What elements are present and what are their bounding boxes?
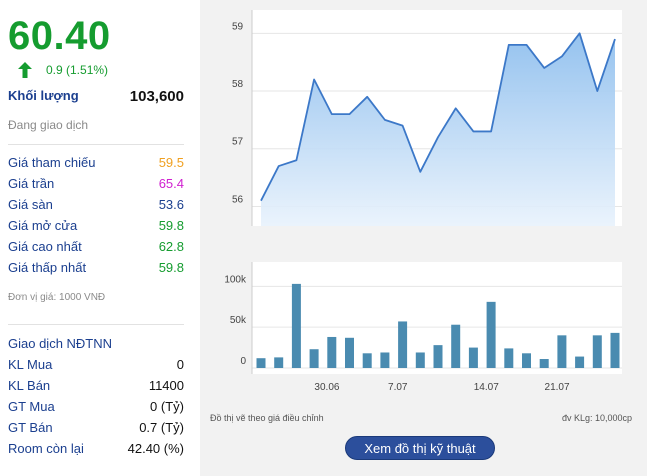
volume-bar [486,301,496,368]
divider [8,144,184,145]
price-tick-label: 56 [232,194,244,205]
date-tick-label: 14.07 [474,382,499,393]
price-row: Giá trần 65.4 [8,176,184,191]
foreign-label: KL Mua [8,357,53,372]
foreign-label: KL Bán [8,378,51,393]
foreign-row: KL Mua 0 [8,357,184,372]
foreign-row: Room còn lại 42.40 (%) [8,441,184,456]
price-label: Giá thấp nhất [8,260,87,275]
volume-bar [575,356,585,368]
price-label: Giá tham chiếu [8,155,96,170]
price-area [261,33,615,226]
price-value: 62.8 [158,239,184,254]
price-tick-label: 59 [232,21,244,32]
date-tick-label: 7.07 [388,382,408,393]
price-label: Giá trần [8,176,55,191]
price-label: Giá mở cửa [8,218,78,233]
divider [8,324,184,325]
price-volume-chart: 56 57 58 59 0 50k 100k 30.06 7.07 14.07 21.07 [224,10,622,393]
foreign-value: 42.40 (%) [127,441,184,456]
volume-bar [557,335,567,368]
price-value: 53.6 [158,197,184,212]
volume-bar [610,332,620,368]
price-tick-label: 57 [232,137,244,148]
date-tick-label: 21.07 [545,382,570,393]
volume-bar [504,348,514,368]
volume-bar [362,353,372,368]
quote-panel: 60.40 0.9 (1.51%) Khối lượng 103,600 Đan… [0,0,200,476]
trading-status: Đang giao dịch [8,118,89,132]
foreign-label: GT Mua [8,399,55,414]
price-change: 0.9 (1.51%) [18,62,108,78]
foreign-label: GT Bán [8,420,53,435]
volume-bar [327,336,337,368]
volume-bar [468,347,478,368]
chart-note-adjusted: Đồ thị vẽ theo giá điều chỉnh [210,413,324,423]
price-row: Giá cao nhất 62.8 [8,239,184,254]
volume-bar [433,345,443,368]
volume-row: Khối lượng 103,600 [8,88,184,105]
volume-bar [274,357,284,368]
volume-label: Khối lượng [8,88,79,103]
volume-bar [380,352,390,368]
volume-tick-label: 50k [230,315,247,326]
price-row: Giá sàn 53.6 [8,197,184,212]
change-value: 0.9 (1.51%) [46,63,109,77]
volume-bar [522,353,531,368]
price-row: Giá tham chiếu 59.5 [8,155,184,170]
volume-value: 103,600 [129,88,184,105]
foreign-row: KL Bán 11400 [8,378,184,393]
volume-bar [398,321,408,368]
date-tick-label: 30.06 [314,382,339,393]
foreign-row: GT Bán 0.7 (Tỷ) [8,420,184,435]
current-price: 60.40 [8,14,111,58]
price-tick-label: 58 [232,79,244,90]
up-arrow-icon [18,62,32,78]
price-value: 59.8 [158,260,184,275]
price-row: Giá thấp nhất 59.8 [8,260,184,275]
volume-bar [291,283,301,368]
price-value: 65.4 [158,176,184,191]
volume-bar [345,337,354,368]
foreign-value: 0 [176,357,184,372]
chart-note-volume-unit: đv KLg: 10,000cp [561,413,632,423]
foreign-value: 0.7 (Tỷ) [139,420,184,435]
price-unit-note: Đơn vị giá: 1000 VNĐ [8,292,106,303]
price-label: Giá cao nhất [8,239,82,254]
volume-bar [415,352,425,368]
volume-bar [256,358,266,368]
foreign-label: Room còn lại [8,441,84,456]
chart-panel: 56 57 58 59 0 50k 100k 30.06 7.07 14.07 21.07 Đồ t… [200,0,647,476]
price-value: 59.5 [158,155,184,170]
volume-bar [451,324,461,368]
price-label: Giá sàn [8,197,53,212]
foreign-trading-title: Giao dịch NĐTNN [8,336,113,351]
volume-tick-label: 0 [240,356,246,367]
foreign-value: 0 (Tỷ) [150,399,184,414]
foreign-value: 11400 [148,378,184,393]
volume-bar [309,349,319,368]
volume-tick-label: 100k [224,274,247,285]
technical-chart-button[interactable]: Xem đồ thị kỹ thuật [345,436,495,460]
volume-bar [592,335,602,368]
price-row: Giá mở cửa 59.8 [8,218,184,233]
volume-bar [539,359,549,368]
foreign-row: GT Mua 0 (Tỷ) [8,399,184,414]
price-value: 59.8 [158,218,184,233]
